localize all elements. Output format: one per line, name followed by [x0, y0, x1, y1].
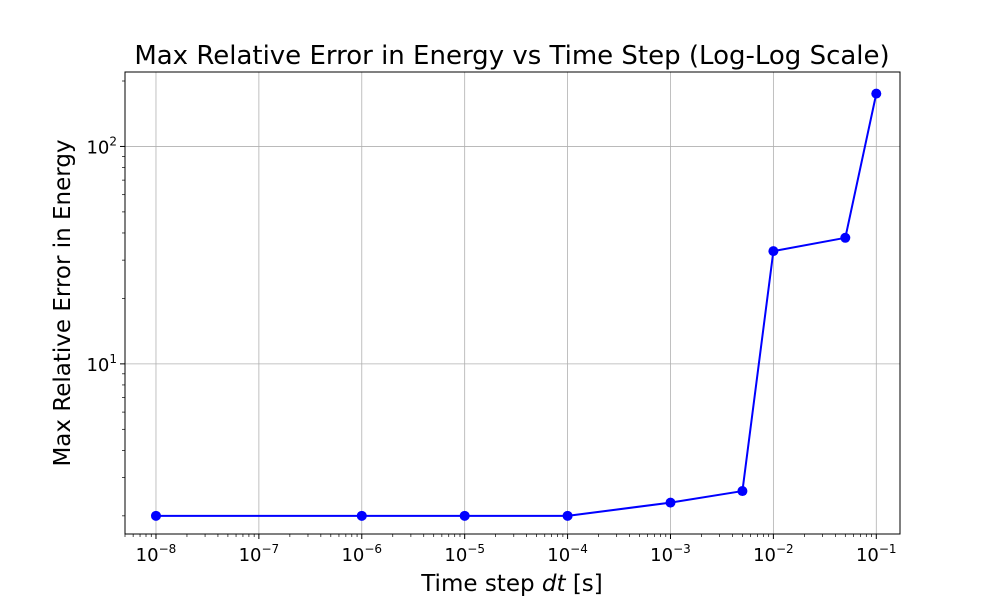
x-tick-label-exponent: −1: [879, 542, 897, 556]
data-point: [665, 497, 676, 508]
y-tick-label: 101: [86, 352, 117, 376]
x-tick-label-base: 10: [136, 545, 159, 566]
x-tick-label: 10−5: [444, 542, 485, 566]
x-tick-label-base: 10: [650, 545, 673, 566]
x-axis-label-variable: dt: [542, 571, 567, 597]
data-point: [737, 486, 748, 497]
x-axis-label: Time step dt [s]: [420, 571, 603, 597]
x-tick-label: 10−8: [136, 542, 177, 566]
x-tick-label: 10−6: [341, 542, 382, 566]
data-point: [150, 510, 161, 521]
data-point: [840, 232, 851, 243]
y-tick-label-base: 10: [86, 355, 109, 376]
data-point: [871, 88, 882, 99]
y-tick-label: 102: [86, 134, 117, 158]
x-tick-label: 10−1: [856, 542, 897, 566]
y-axis-label: Max Relative Error in Energy: [50, 139, 76, 466]
data-point: [562, 510, 573, 521]
chart-title: Max Relative Error in Energy vs Time Ste…: [134, 41, 889, 71]
grid-lines: [125, 72, 900, 534]
series-line: [155, 93, 878, 517]
x-tick-label-exponent: −6: [364, 542, 382, 556]
x-tick-label-exponent: −2: [776, 542, 794, 556]
x-tick-label-base: 10: [239, 545, 262, 566]
x-tick-label-base: 10: [547, 545, 570, 566]
x-tick-label-base: 10: [444, 545, 467, 566]
plot-frame: [124, 71, 901, 535]
y-tick-label-exponent: 2: [109, 134, 117, 148]
x-tick-label-exponent: −8: [159, 542, 177, 556]
x-tick-label-exponent: −7: [261, 542, 279, 556]
data-point: [459, 510, 470, 521]
x-tick-label: 10−4: [547, 542, 588, 566]
x-tick-label: 10−3: [650, 542, 691, 566]
series-layer: [150, 88, 882, 521]
data-point: [356, 510, 367, 521]
x-axis-label-suffix: [s]: [566, 571, 603, 597]
x-tick-label-base: 10: [753, 545, 776, 566]
x-tick-label: 10−7: [239, 542, 280, 566]
x-tick-label-base: 10: [341, 545, 364, 566]
x-tick-label: 10−2: [753, 542, 794, 566]
data-point: [768, 246, 779, 257]
x-tick-label-exponent: −4: [570, 542, 588, 556]
x-tick-label-exponent: −5: [467, 542, 485, 556]
y-tick-label-base: 10: [86, 137, 109, 158]
y-tick-label-exponent: 1: [109, 352, 117, 366]
x-axis-label-prefix: Time step: [420, 571, 542, 597]
x-tick-label-base: 10: [856, 545, 879, 566]
x-tick-label-exponent: −3: [673, 542, 691, 556]
